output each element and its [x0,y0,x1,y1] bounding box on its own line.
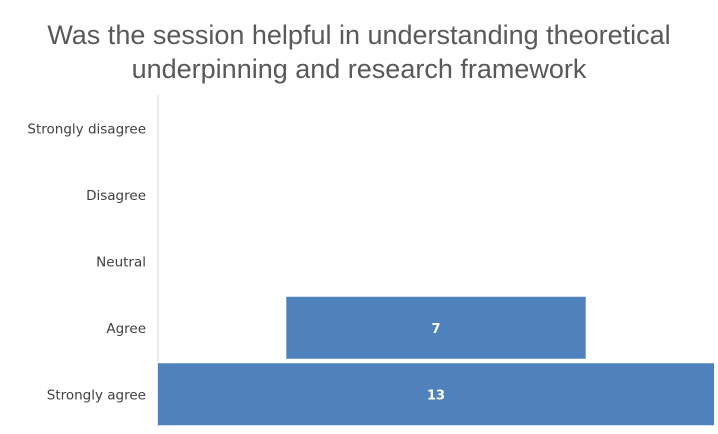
category-label: Neutral [96,254,146,270]
data-label: 13 [427,388,445,403]
bar [158,363,714,426]
category-label: Disagree [86,188,146,204]
chart-title: Was the session helpful in understanding… [47,20,671,84]
category-label: Strongly agree [47,387,146,403]
category-label: Agree [106,321,146,337]
data-label: 7 [431,322,440,337]
category-label: Strongly disagree [27,121,146,137]
bar [286,296,586,359]
